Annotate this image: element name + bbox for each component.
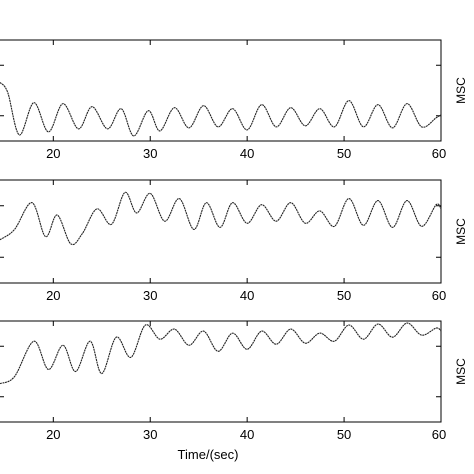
chart-panel-1: 20 30 40 50 60 MSC [0,39,468,161]
x-tick-label: 50 [337,427,351,442]
x-tick-label: 30 [143,146,157,161]
x-tick-label: 20 [46,146,60,161]
x-tick-label: 50 [337,288,351,303]
x-tick-label: 40 [240,288,254,303]
x-tick-label: 20 [46,288,60,303]
plot-frame [0,39,442,142]
x-tick-label: 40 [240,146,254,161]
y-axis-label: MSC [454,358,468,385]
series-line-1 [0,322,442,385]
x-tick-label: 30 [143,427,157,442]
series-line-1 [0,191,442,246]
x-tick-label: 40 [240,427,254,442]
y-axis-label: MSC [454,77,468,104]
chart-panels: 20 30 40 50 60 MSC 20 30 40 50 60 MSC 20 30 40 50 60 MSC [0,39,468,442]
x-tick-label: 50 [337,146,351,161]
chart-panel-2: 20 30 40 50 60 MSC [0,179,468,303]
x-tick-label: 60 [432,288,446,303]
series-line-1 [0,82,442,137]
x-tick-label: 20 [46,427,60,442]
x-tick-label: 60 [432,146,446,161]
x-axis-label: Time/(sec) [178,447,239,462]
x-tick-label: 60 [432,427,446,442]
y-axis-label: MSC [454,218,468,245]
x-tick-label: 30 [143,288,157,303]
chart-panel-3: 20 30 40 50 60 MSC [0,320,468,442]
plot-frame [0,179,442,284]
plot-frame [0,320,442,423]
